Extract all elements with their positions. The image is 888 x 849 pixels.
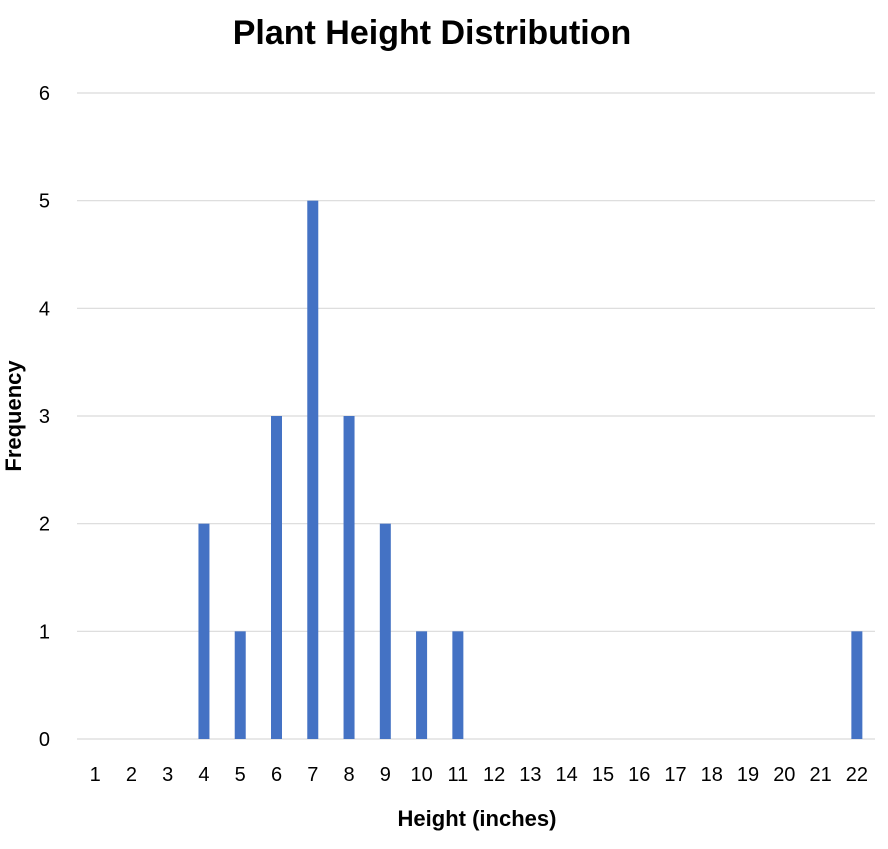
y-tick-label: 5	[39, 191, 50, 213]
y-tick-label: 1	[39, 621, 50, 643]
y-tick-label: 2	[39, 514, 50, 536]
x-tick-label: 12	[483, 764, 505, 786]
x-tick-label: 3	[162, 764, 173, 786]
x-tick-label: 22	[846, 764, 868, 786]
x-tick-label: 2	[126, 764, 137, 786]
y-tick-label: 6	[39, 83, 50, 105]
y-axis-ticks: 0 1 2 3 4 5 6	[39, 83, 50, 751]
x-tick-label: 11	[447, 764, 468, 786]
chart-title: Plant Height Distribution	[233, 14, 632, 52]
x-tick-label: 6	[271, 764, 282, 786]
bar-8	[343, 416, 355, 739]
y-tick-label: 4	[39, 298, 50, 320]
x-tick-label: 4	[198, 764, 209, 786]
x-tick-label: 7	[307, 764, 318, 786]
x-tick-label: 10	[410, 764, 432, 786]
y-tick-label: 0	[39, 729, 50, 751]
x-tick-label: 1	[90, 764, 101, 786]
x-axis-ticks: 1 2 3 4 5 6 7 8 9 10 11 12 13 14 15 16 17 18 19 20 21 22	[90, 764, 868, 786]
y-tick-label: 3	[39, 406, 50, 428]
x-tick-label: 14	[556, 764, 578, 786]
bar-4	[198, 523, 210, 739]
bar-22	[851, 631, 863, 739]
bar-11	[452, 631, 464, 739]
x-tick-label: 8	[343, 764, 354, 786]
x-tick-label: 20	[773, 764, 795, 786]
x-tick-label: 19	[737, 764, 759, 786]
x-tick-label: 15	[592, 764, 614, 786]
x-axis-label: Height (inches)	[398, 806, 557, 831]
bar-6	[271, 416, 282, 739]
y-axis-label: Frequency	[1, 360, 26, 472]
x-tick-label: 9	[380, 764, 391, 786]
bars	[198, 200, 863, 739]
x-tick-label: 16	[628, 764, 650, 786]
bar-9	[379, 523, 391, 739]
bar-7	[307, 200, 319, 739]
x-tick-label: 21	[809, 764, 831, 786]
x-tick-label: 13	[519, 764, 541, 786]
x-tick-label: 5	[235, 764, 246, 786]
x-tick-label: 17	[664, 764, 686, 786]
bar-10	[416, 631, 428, 739]
x-tick-label: 18	[701, 764, 723, 786]
bar-5	[234, 631, 246, 739]
gridlines	[77, 92, 875, 740]
